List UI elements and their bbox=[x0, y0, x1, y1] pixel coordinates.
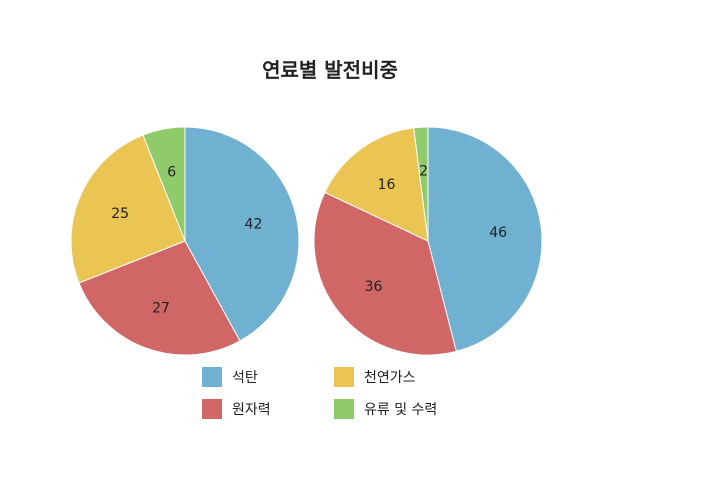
chart-title: 연료별 발전비중 bbox=[262, 58, 398, 82]
legend-item-oil-hydro: 유류 및 수력 bbox=[334, 398, 484, 420]
pie1-label-nuclear: 27 bbox=[152, 301, 170, 317]
pie2-slice-nuclear bbox=[313, 191, 457, 356]
pie1-slice-natural-gas bbox=[70, 134, 186, 284]
pie1-label-coal: 42 bbox=[245, 216, 263, 232]
pie2-label-nuclear: 36 bbox=[365, 279, 383, 295]
legend-label-oil-hydro: 유류 및 수력 bbox=[364, 402, 438, 418]
legend-item-natural-gas: 천연가스 bbox=[334, 366, 484, 388]
legend-label-coal: 석탄 bbox=[232, 370, 258, 386]
legend-swatch-coal bbox=[202, 367, 222, 387]
pie1-slice-oil-hydro bbox=[142, 126, 186, 242]
pie1-label-oil-hydro: 6 bbox=[167, 165, 176, 181]
pie2-label-coal: 46 bbox=[489, 225, 507, 241]
pie2-slice-natural-gas bbox=[324, 127, 429, 242]
legend-label-nuclear: 원자력 bbox=[232, 402, 271, 418]
pie1-slice-coal bbox=[184, 126, 300, 342]
legend-item-nuclear: 원자력 bbox=[202, 398, 334, 420]
pie2-slice-oil-hydro bbox=[413, 126, 429, 242]
legend-swatch-oil-hydro bbox=[334, 399, 354, 419]
legend-swatch-nuclear bbox=[202, 399, 222, 419]
legend-item-coal: 석탄 bbox=[202, 366, 334, 388]
pie2-label-natural-gas: 16 bbox=[378, 177, 396, 193]
legend-label-natural-gas: 천연가스 bbox=[364, 370, 416, 386]
pie2-label-oil-hydro: 2 bbox=[419, 163, 428, 179]
legend-swatch-natural-gas bbox=[334, 367, 354, 387]
pie1-slice-nuclear bbox=[78, 240, 241, 356]
pie2-slice-coal bbox=[427, 126, 543, 353]
legend: 석탄 천연가스 원자력 유류 및 수력 bbox=[202, 366, 502, 420]
pie1-label-natural-gas: 25 bbox=[111, 206, 129, 222]
